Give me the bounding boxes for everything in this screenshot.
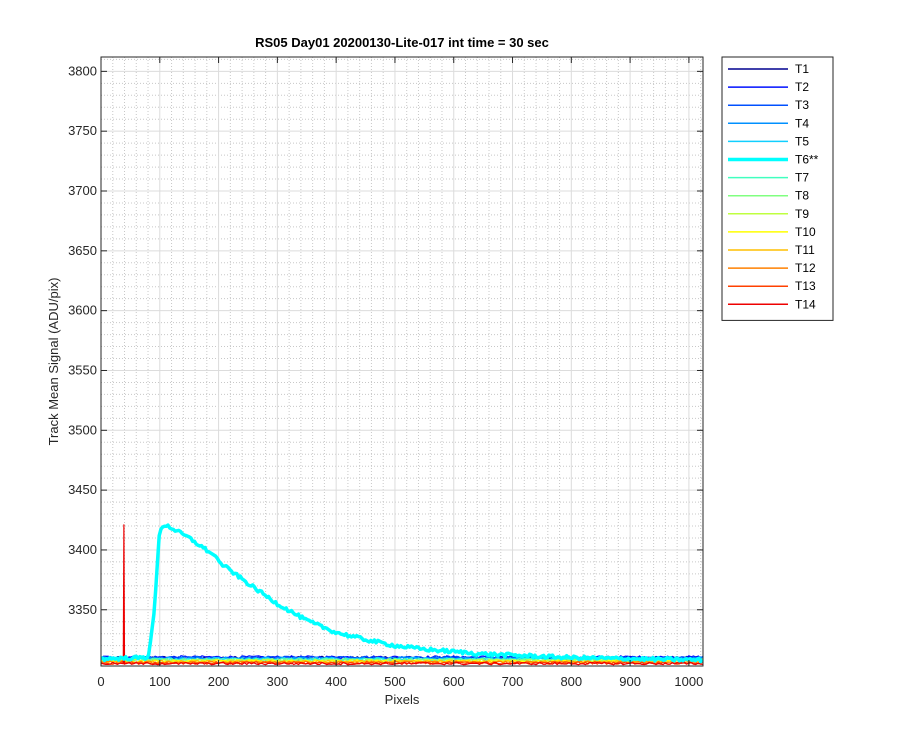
y-tick-label: 3650 [68,243,97,258]
x-tick-label: 600 [443,674,465,689]
legend: T1 T2 T3 T4 T5 T6** T7 T8 T9 T10 T11 T12 T13 T14 [721,56,834,321]
legend-label: T13 [795,279,816,293]
legend-label: T10 [795,225,816,239]
legend-label: T14 [795,297,816,311]
x-tick-label: 300 [267,674,289,689]
y-tick-label: 3800 [68,63,97,78]
x-tick-label: 0 [97,674,104,689]
x-tick-label: 500 [384,674,406,689]
series-line-T14 [101,524,703,666]
legend-label: T4 [795,116,809,130]
legend-label: T1 [795,62,809,76]
legend-label: T5 [795,134,809,148]
x-tick-label: 900 [619,674,641,689]
y-tick-label: 3750 [68,123,97,138]
y-tick-label: 3450 [68,482,97,497]
legend-box [721,56,834,321]
legend-label: T8 [795,189,809,203]
x-axis-label: Pixels [385,692,420,707]
x-tick-label: 700 [502,674,524,689]
x-tick-label: 800 [560,674,582,689]
legend-label: T2 [795,80,809,94]
y-tick-label: 3550 [68,362,97,377]
legend-label: T11 [795,243,815,257]
legend-label: T6** [795,153,819,167]
series-line-T6 [101,523,703,664]
legend-label: T3 [795,98,809,112]
y-tick-label: 3500 [68,422,97,437]
y-tick-label: 3600 [68,303,97,318]
legend-label: T7 [795,171,809,185]
legend-label: T12 [795,261,816,275]
x-tick-label: 100 [149,674,171,689]
series-layer [101,523,703,666]
x-tick-label: 200 [208,674,230,689]
chart-title: RS05 Day01 20200130-Lite-017 int time = … [255,35,549,50]
legend-label: T9 [795,207,809,221]
axes-box [100,56,704,667]
ticks: 0 100 200 300 400 500 600 700 800 900 1000 3350 3400… [68,57,703,689]
y-axis-label: Track Mean Signal (ADU/pix) [46,278,61,446]
x-tick-label: 1000 [674,674,703,689]
x-tick-label: 400 [325,674,347,689]
y-tick-label: 3400 [68,542,97,557]
grid [100,57,703,666]
y-tick-label: 3350 [68,602,97,617]
y-tick-label: 3700 [68,183,97,198]
